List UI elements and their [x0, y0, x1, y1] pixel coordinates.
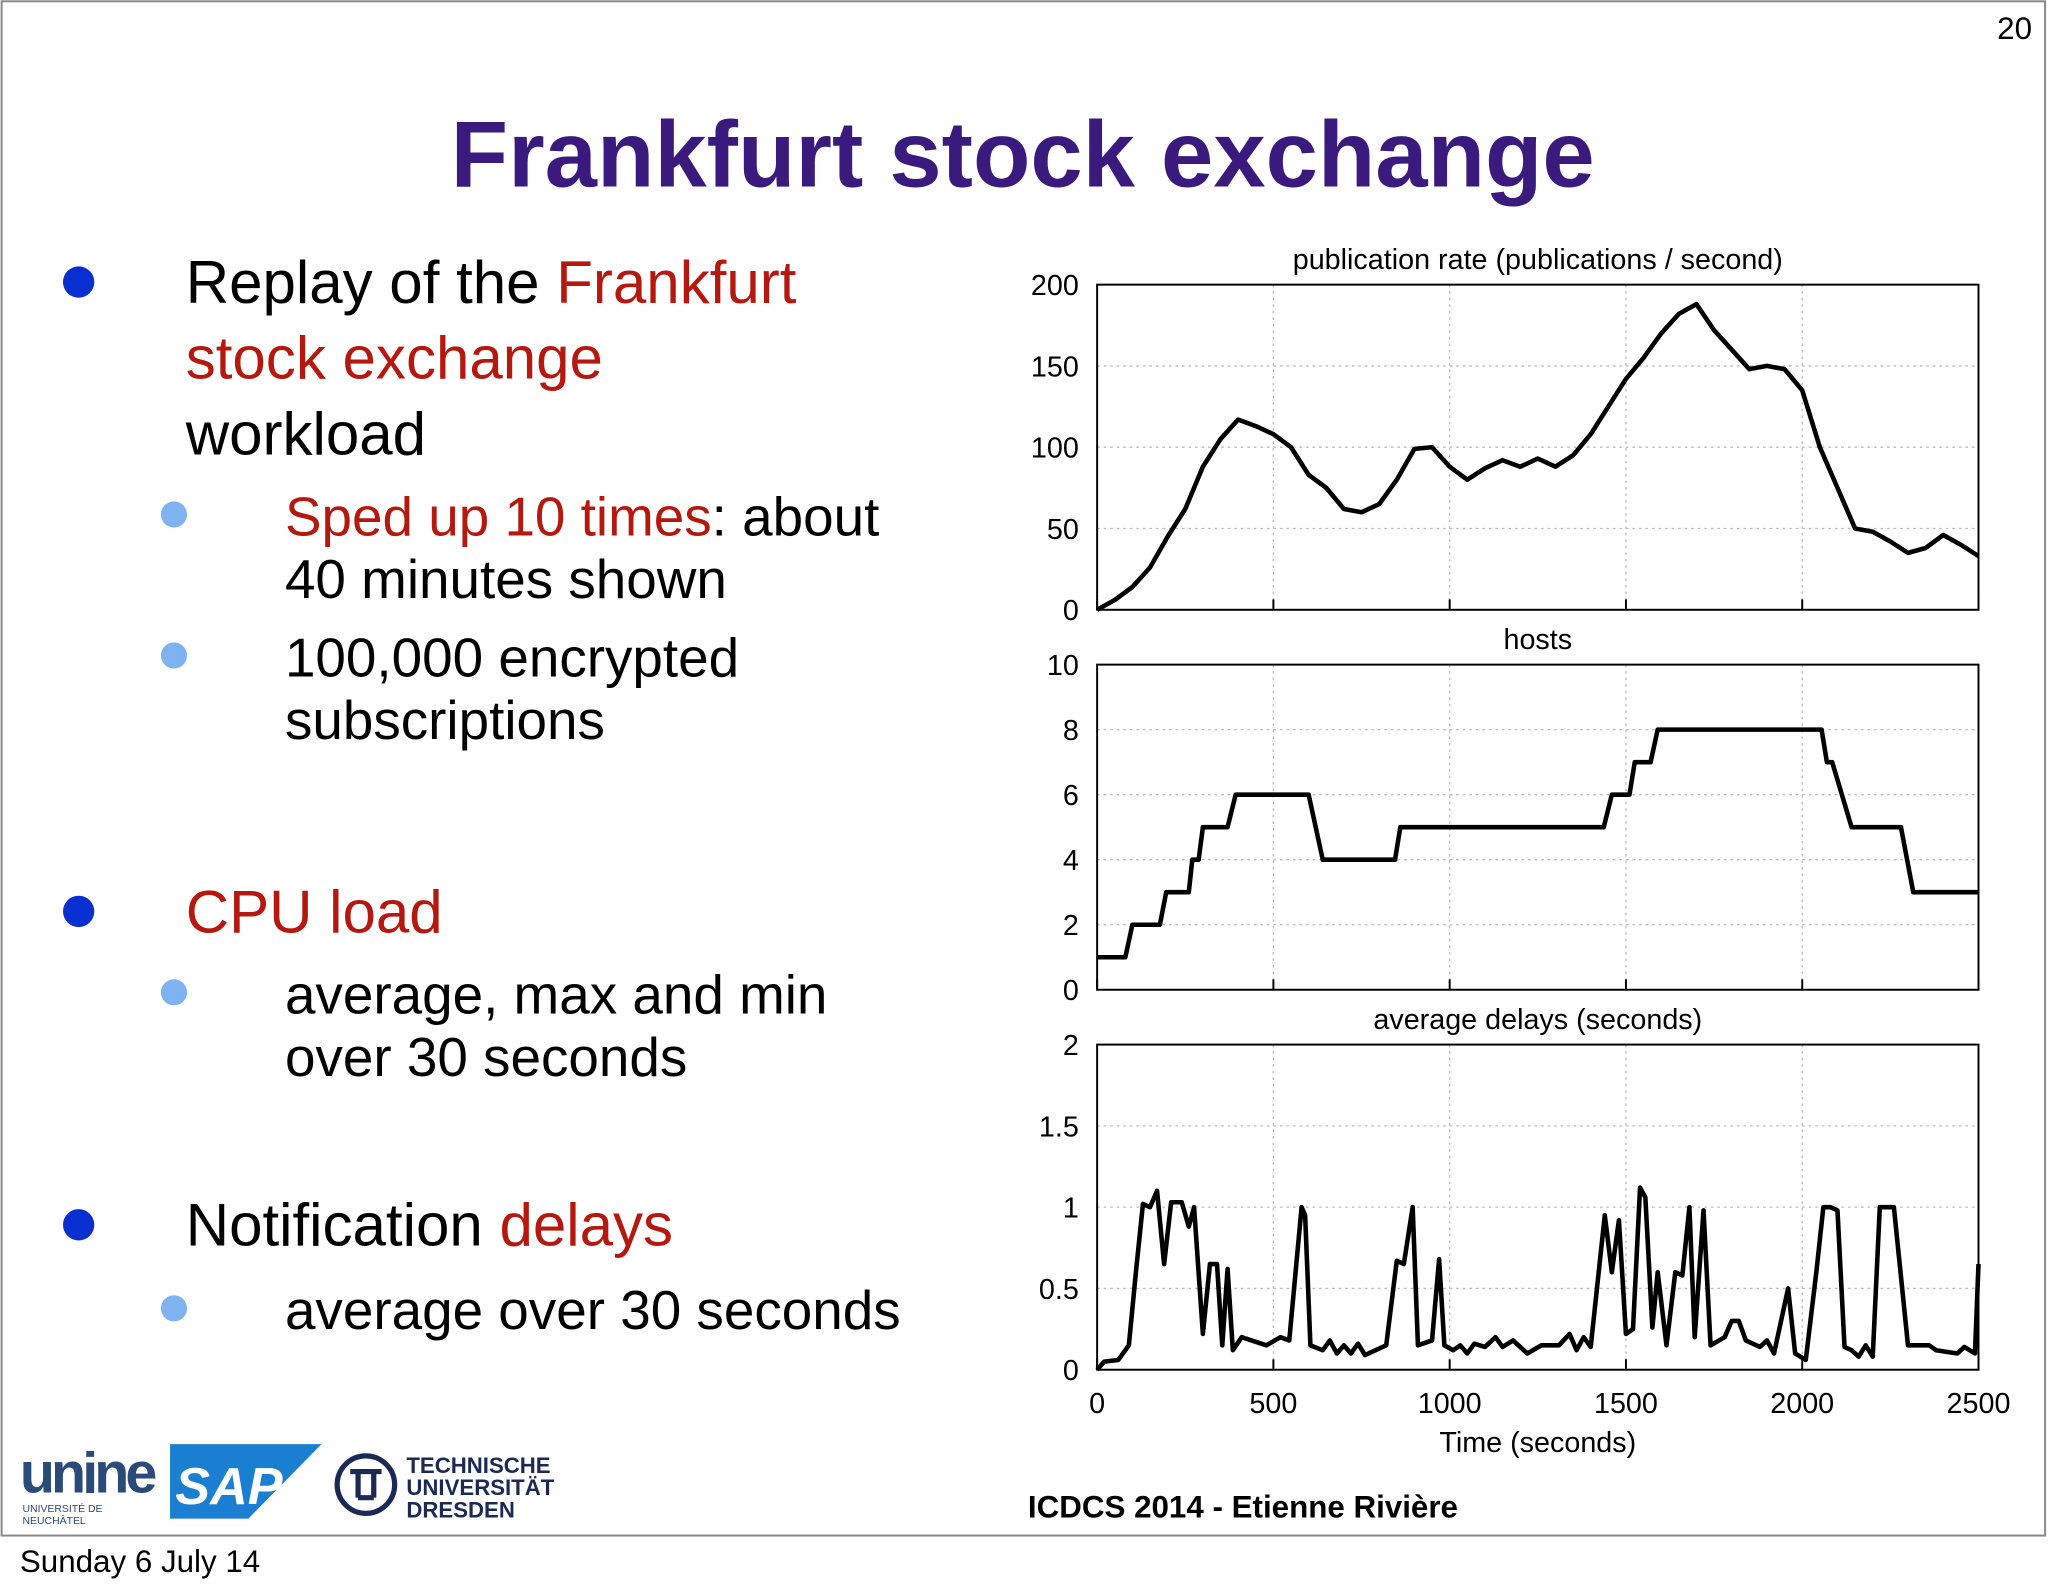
y-tick-label: 1.5: [1039, 1111, 1079, 1143]
text-run: Replay of the: [186, 249, 557, 316]
bullet-text: CPU load: [186, 878, 443, 945]
logo-text: SAP: [175, 1458, 283, 1516]
bullet-text: over 30 seconds: [285, 1026, 687, 1088]
logo-shape: [334, 1453, 398, 1516]
text-run: Notification: [186, 1192, 500, 1259]
bullet-text: average over 30 seconds: [285, 1279, 901, 1341]
x-tick-label: 500: [1249, 1388, 1297, 1420]
plot-frame: [1096, 663, 1980, 991]
text-run: average, max and min: [285, 963, 827, 1025]
logo-text: TECHNISCHE: [406, 1453, 550, 1478]
x-axis-label: Time (seconds): [1439, 1427, 1636, 1459]
y-tick-label: 200: [1031, 270, 1079, 302]
plot-frame: [1096, 1043, 1980, 1371]
logo-sap: SAP: [170, 1444, 322, 1519]
y-tick-label: 0.5: [1039, 1274, 1079, 1306]
slide-title: Frankfurt stock exchange: [451, 102, 1595, 207]
y-tick-label: 1: [1063, 1193, 1079, 1225]
text-run: 100,000 encrypted: [285, 626, 739, 688]
sub-bullet-dot: [160, 642, 188, 669]
chart-title: publication rate (publications / second): [1293, 244, 1783, 276]
bullet-dot: [62, 1209, 95, 1241]
data-line: [1096, 301, 1980, 612]
y-tick-label: 0: [1063, 1355, 1079, 1387]
text-run: Sped up 10 times: [285, 485, 712, 547]
plot-frame: [1096, 283, 1980, 611]
logo-shape: [350, 1468, 382, 1501]
logo-text: unine: [20, 1441, 156, 1505]
y-tick-label: 10: [1047, 650, 1079, 682]
date: Sunday 6 July 14: [20, 1544, 260, 1579]
text-run: workload: [185, 400, 426, 467]
bullet-text: Replay of the Frankfurt: [186, 249, 797, 316]
text-run: CPU load: [186, 878, 443, 945]
y-tick-label: 50: [1047, 514, 1079, 546]
bullet-text: 100,000 encrypted: [285, 626, 739, 688]
text-run: subscriptions: [285, 689, 605, 751]
x-tick-label: 1500: [1594, 1388, 1658, 1420]
text-run: : about: [712, 485, 880, 547]
y-tick-label: 4: [1063, 845, 1079, 877]
bullet-dot: [62, 895, 95, 928]
sub-bullet-dot: [160, 979, 188, 1006]
chart-title: average delays (seconds): [1373, 1004, 1702, 1036]
bullet-text: Sped up 10 times: about: [285, 485, 879, 547]
y-tick-label: 150: [1031, 351, 1079, 383]
y-tick-label: 8: [1063, 715, 1079, 747]
x-tick-label: 2000: [1770, 1388, 1834, 1420]
data-line: [1097, 727, 1979, 960]
logo-shape: [170, 1444, 322, 1519]
page-number: 20: [1997, 11, 2032, 46]
text-run: over 30 seconds: [285, 1026, 687, 1088]
text-run: stock exchange: [186, 325, 603, 392]
bullet-text: stock exchange: [186, 325, 603, 392]
y-tick-label: 6: [1063, 780, 1079, 812]
text-run: delays: [499, 1192, 673, 1259]
data-line: [1095, 1185, 1981, 1372]
bullet-dot: [62, 266, 95, 298]
x-tick-label: 2500: [1947, 1388, 2011, 1420]
logo-text: UNIVERSITÄT: [406, 1475, 554, 1500]
y-tick-label: 2: [1063, 910, 1079, 942]
logo-unine: unine UNIVERSITÉ DE NEUCHÂTEL: [20, 1441, 159, 1527]
x-tick-label: 1000: [1418, 1388, 1482, 1420]
logo-tud: TECHNISCHE UNIVERSITÄT DRESDEN: [334, 1453, 555, 1522]
bullet-text: subscriptions: [285, 689, 605, 751]
slide-frame: [0, 0, 2047, 1537]
sub-bullet-dot: [160, 1295, 188, 1322]
bullet-text: average, max and min: [285, 963, 827, 1025]
bullet-text: Notification delays: [186, 1192, 673, 1259]
logo-text: NEUCHÂTEL: [22, 1514, 85, 1527]
y-tick-label: 100: [1031, 433, 1079, 465]
y-tick-label: 2: [1063, 1030, 1079, 1062]
bullet-text: 40 minutes shown: [285, 548, 727, 610]
bullet-text: workload: [185, 400, 426, 467]
text-run: Frankfurt: [556, 249, 797, 316]
sub-bullet-dot: [160, 501, 188, 528]
text-run: 40 minutes shown: [285, 548, 727, 610]
footer: ICDCS 2014 - Etienne Rivière: [1028, 1489, 1458, 1524]
logo-text: UNIVERSITÉ DE: [22, 1502, 102, 1515]
y-tick-label: 0: [1063, 975, 1079, 1007]
x-tick-label: 0: [1089, 1388, 1105, 1420]
chart-title: hosts: [1503, 624, 1572, 656]
y-tick-label: 0: [1063, 595, 1079, 627]
logo-text: DRESDEN: [406, 1497, 515, 1522]
text-run: average over 30 seconds: [285, 1279, 901, 1341]
